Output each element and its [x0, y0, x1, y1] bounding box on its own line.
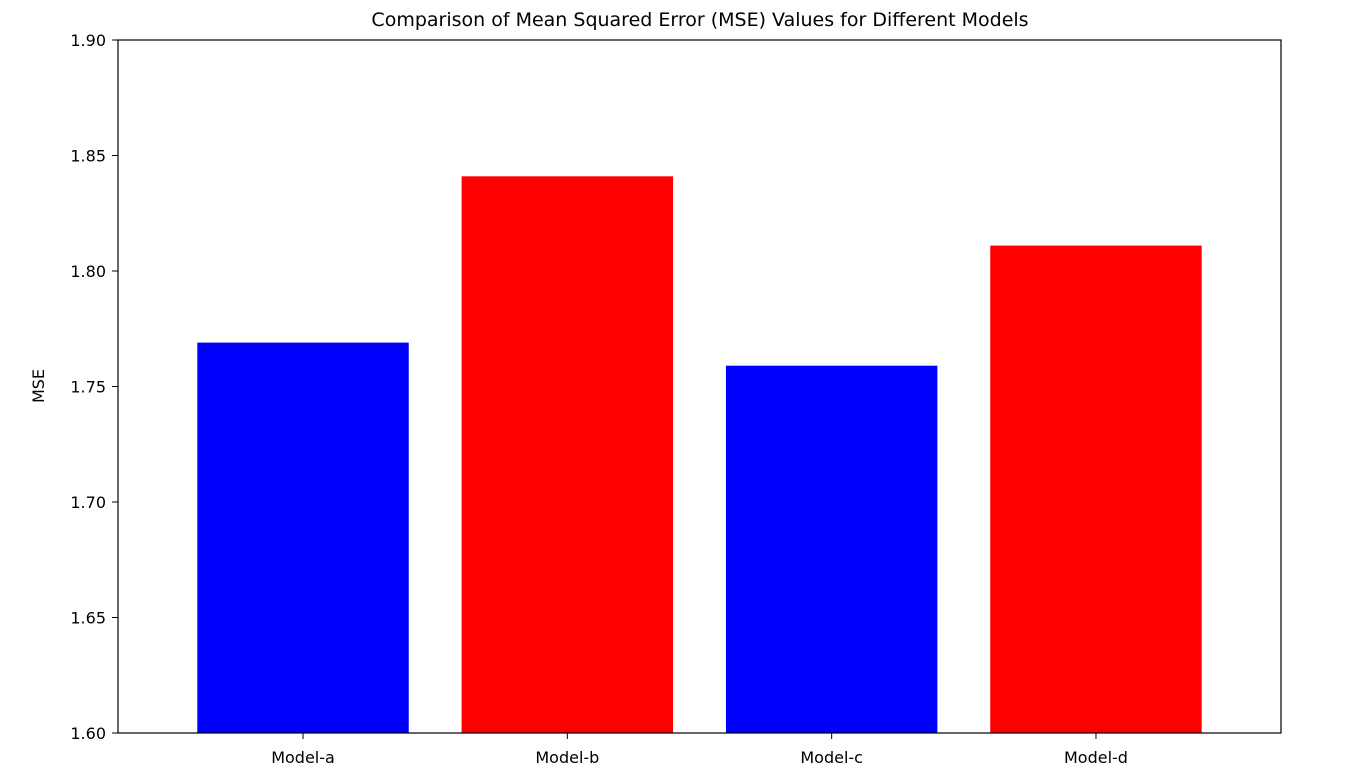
- y-axis: 1.60 1.65 1.70 1.75 1.80 1.85 1.90: [70, 31, 118, 743]
- y-tick-label: 1.70: [70, 493, 106, 512]
- y-axis-label: MSE: [29, 369, 48, 403]
- bar-model-a: [197, 342, 409, 733]
- chart-title: Comparison of Mean Squared Error (MSE) V…: [371, 9, 1028, 31]
- x-tick-label: Model-b: [535, 748, 599, 767]
- y-tick-label: 1.65: [70, 609, 106, 628]
- y-tick-label: 1.60: [70, 724, 106, 743]
- x-tick-label: Model-a: [271, 748, 335, 767]
- x-tick-label: Model-d: [1064, 748, 1128, 767]
- x-tick-label: Model-c: [800, 748, 863, 767]
- bar-model-b: [461, 176, 674, 734]
- y-tick-label: 1.80: [70, 262, 106, 281]
- y-tick-label: 1.75: [70, 378, 106, 397]
- bar-model-d: [990, 245, 1202, 733]
- y-tick-label: 1.85: [70, 147, 106, 166]
- x-axis: Model-a Model-b Model-c Model-d: [271, 733, 1128, 767]
- bar-model-c: [725, 365, 938, 733]
- y-tick-label: 1.90: [70, 31, 106, 50]
- bars-layer: [197, 176, 1202, 734]
